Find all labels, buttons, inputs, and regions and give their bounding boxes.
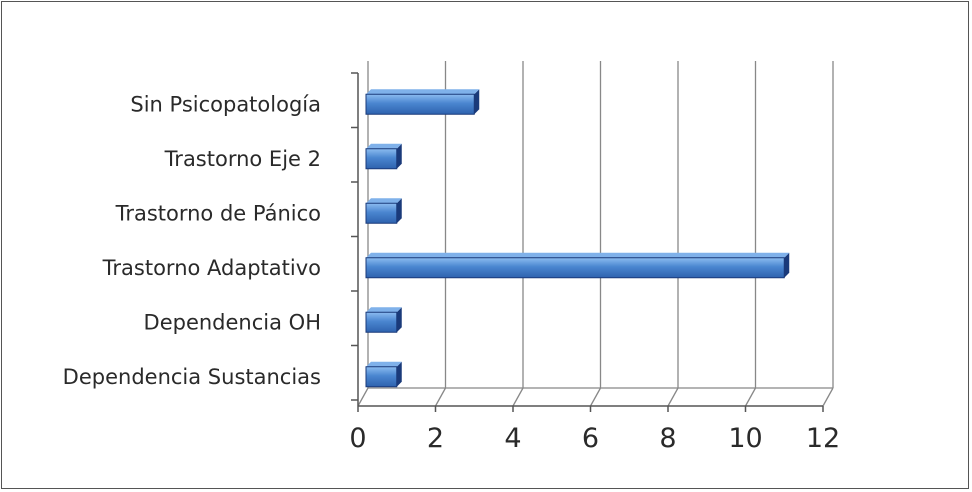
x-tick-label: 8: [659, 423, 676, 454]
bar-side: [784, 252, 790, 278]
axes: [351, 72, 833, 412]
category-labels: Sin Psicopatología Trastorno Eje 2 Trastor…: [63, 92, 321, 389]
bar-top: [366, 143, 402, 149]
bar-front: [365, 366, 398, 388]
bar: [365, 143, 402, 170]
bar-top: [366, 307, 402, 313]
x-tick-label: 2: [427, 423, 444, 454]
bar-front: [365, 148, 398, 170]
x-tick-labels: 0 2 4 6 8 10 12: [349, 423, 840, 454]
category-label: Trastorno de Pánico: [115, 201, 321, 225]
bar-front: [365, 257, 785, 279]
floor-line-0: [357, 387, 369, 407]
category-label: Trastorno Adaptativo: [102, 256, 321, 280]
category-label: Dependencia OH: [144, 310, 321, 334]
bars: [365, 89, 790, 388]
bar-front: [365, 311, 398, 333]
bar-side: [396, 307, 402, 333]
bar-side: [396, 143, 402, 169]
bar-side: [474, 89, 480, 115]
bar: [365, 252, 790, 279]
bar-side: [396, 198, 402, 224]
bar-front: [365, 93, 475, 115]
grid-lines: [357, 61, 834, 407]
floor-line-2: [434, 387, 447, 407]
bar-top: [366, 252, 790, 258]
bar-top: [366, 89, 480, 95]
bar-side: [396, 361, 402, 387]
floor-line-12: [822, 387, 834, 407]
x-tick-label: 4: [504, 423, 521, 454]
category-label: Trastorno Eje 2: [164, 147, 321, 171]
bar: [365, 361, 402, 388]
bar: [365, 89, 480, 115]
category-label: Sin Psicopatología: [130, 92, 321, 116]
floor-line-4: [512, 387, 524, 407]
category-label: Dependencia Sustancias: [63, 365, 321, 389]
x-tick-label: 6: [582, 423, 599, 454]
bar-top: [366, 361, 402, 367]
bar: [365, 198, 402, 224]
bar-top: [366, 198, 402, 204]
bar: [365, 307, 402, 333]
x-tick-label: 10: [728, 423, 762, 454]
bar-front: [365, 202, 398, 224]
x-tick-label: 12: [806, 423, 840, 454]
x-tick-label: 0: [349, 423, 366, 454]
floor-line-10: [744, 387, 757, 407]
floor-line-6: [589, 387, 602, 407]
floor-line-8: [667, 387, 679, 407]
